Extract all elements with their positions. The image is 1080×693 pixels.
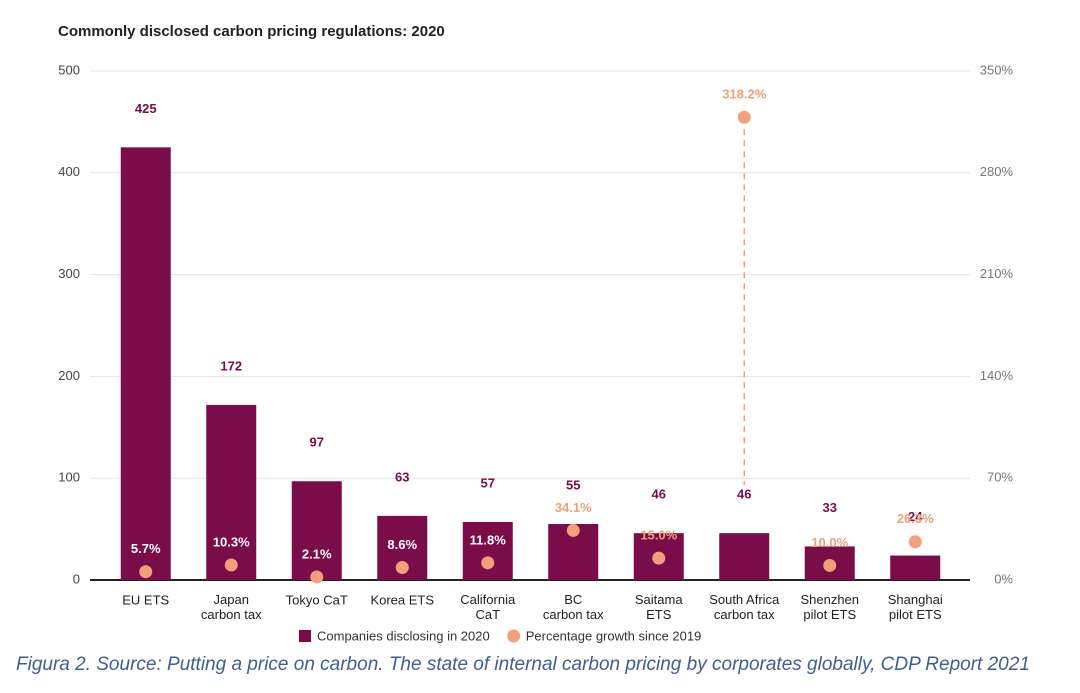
- bar: [206, 404, 257, 580]
- dot-value-label: 2.1%: [302, 546, 332, 561]
- dot: [908, 535, 922, 549]
- x-tick-label: Korea ETS: [370, 592, 434, 607]
- dot: [310, 570, 324, 584]
- y2-tick-label: 350%: [980, 62, 1014, 77]
- dot-value-label: 10.0%: [811, 535, 848, 550]
- x-tick-label: Shanghai pilot ETS: [888, 592, 943, 622]
- dot: [481, 556, 495, 570]
- dot-value-label: 15.0%: [640, 528, 677, 543]
- chart-title: Commonly disclosed carbon pricing regula…: [58, 23, 445, 40]
- dot-value-label: 11.8%: [470, 532, 507, 547]
- legend-swatch: [507, 629, 521, 643]
- y-tick-label: 400: [58, 164, 80, 179]
- y2-tick-label: 140%: [980, 368, 1014, 383]
- caption: Figura 2. Source: Putting a price on car…: [16, 654, 1030, 675]
- bar-value-label: 97: [310, 435, 324, 450]
- y-tick-label: 500: [58, 62, 80, 77]
- bar: [462, 521, 513, 580]
- bar: [120, 147, 171, 580]
- dot-value-label: 5.7%: [131, 541, 161, 556]
- y2-tick-label: 280%: [980, 164, 1014, 179]
- bar: [719, 533, 770, 580]
- dot-value-label: 10.3%: [213, 534, 250, 549]
- y2-tick-label: 70%: [987, 470, 1013, 485]
- dot: [652, 551, 666, 565]
- y-tick-label: 300: [58, 266, 80, 281]
- x-tick-label: Japan carbon tax: [201, 592, 262, 622]
- y2-tick-label: 0%: [994, 571, 1013, 586]
- bar-value-label: 425: [135, 101, 157, 116]
- y-tick-label: 0: [73, 571, 80, 586]
- y2-tick-label: 210%: [980, 266, 1014, 281]
- y-tick-label: 100: [58, 470, 80, 485]
- x-tick-label: South Africa carbon tax: [709, 592, 780, 622]
- dot-value-label: 318.2%: [722, 87, 767, 102]
- x-tick-label: Shenzhen pilot ETS: [800, 592, 859, 622]
- dot: [737, 110, 751, 124]
- bar: [291, 481, 342, 580]
- x-tick-label: BC carbon tax: [543, 592, 604, 622]
- bar-value-label: 172: [220, 358, 242, 373]
- dot: [224, 558, 238, 572]
- x-tick-label: Tokyo CaT: [286, 592, 348, 607]
- dot-value-label: 34.1%: [555, 500, 592, 515]
- dot: [566, 523, 580, 537]
- x-tick-label: Saitama ETS: [635, 592, 683, 622]
- x-tick-label: EU ETS: [122, 592, 169, 607]
- dot: [139, 565, 153, 579]
- bar-value-label: 46: [737, 487, 751, 502]
- bar: [890, 555, 941, 580]
- bar-value-label: 24: [908, 509, 923, 524]
- legend-swatch: [299, 630, 311, 642]
- y-tick-label: 200: [58, 368, 80, 383]
- bar-value-label: 46: [652, 487, 666, 502]
- bar-value-label: 55: [566, 477, 580, 492]
- legend-label: Companies disclosing in 2020: [317, 628, 490, 643]
- x-tick-label: California CaT: [460, 592, 516, 622]
- dot: [823, 558, 837, 572]
- bar-value-label: 33: [823, 500, 837, 515]
- dot-value-label: 8.6%: [387, 537, 417, 552]
- bar-value-label: 63: [395, 469, 409, 484]
- dot: [395, 560, 409, 574]
- bar-value-label: 57: [481, 475, 495, 490]
- legend-label: Percentage growth since 2019: [526, 628, 702, 643]
- dot-value-label: 26.3%: [897, 511, 934, 526]
